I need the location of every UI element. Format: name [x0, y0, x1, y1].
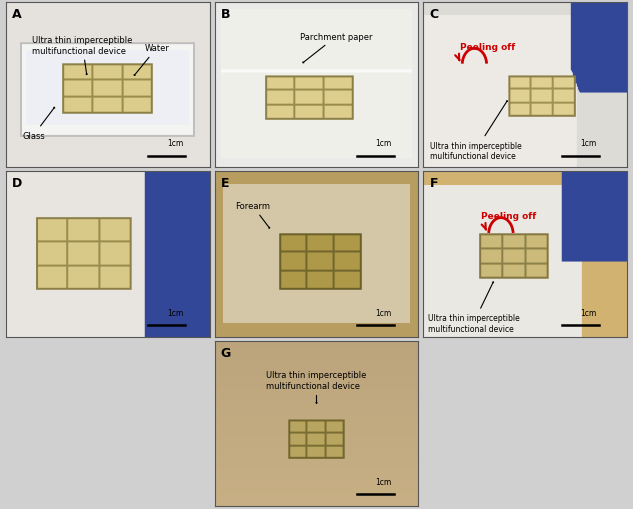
Text: 1cm: 1cm [375, 139, 392, 148]
Text: Peeling off: Peeling off [480, 212, 536, 220]
Text: F: F [430, 177, 438, 190]
Text: Parchment paper: Parchment paper [300, 33, 373, 64]
Text: Ultra thin imperceptible
multifunctional device: Ultra thin imperceptible multifunctional… [430, 102, 522, 161]
Text: Peeling off: Peeling off [460, 43, 515, 51]
Text: A: A [12, 8, 22, 21]
Text: Forearm: Forearm [235, 202, 270, 229]
Text: 1cm: 1cm [166, 139, 183, 148]
Text: C: C [430, 8, 439, 21]
Text: 1cm: 1cm [166, 308, 183, 317]
Text: Ultra thin imperceptible
multifunctional device: Ultra thin imperceptible multifunctional… [32, 36, 132, 75]
Text: B: B [221, 8, 230, 21]
Text: G: G [221, 346, 231, 359]
Text: 1cm: 1cm [375, 477, 392, 486]
Text: D: D [12, 177, 22, 190]
Text: Ultra thin imperceptible
multifunctional device: Ultra thin imperceptible multifunctional… [266, 371, 367, 404]
Text: E: E [221, 177, 229, 190]
Text: Ultra thin imperceptible
multifunctional device: Ultra thin imperceptible multifunctional… [427, 282, 519, 333]
Text: Glass: Glass [22, 108, 54, 140]
Text: 1cm: 1cm [580, 308, 597, 317]
Text: 1cm: 1cm [580, 139, 597, 148]
Text: Water: Water [134, 44, 169, 76]
Text: 1cm: 1cm [375, 308, 392, 317]
